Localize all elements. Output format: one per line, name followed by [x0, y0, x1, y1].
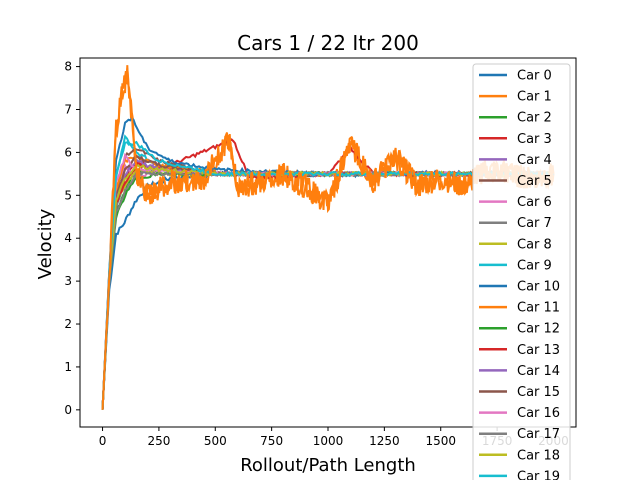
legend-label: Car 0 [517, 69, 552, 84]
legend-label: Car 15 [517, 385, 560, 400]
legend-label: Car 10 [517, 280, 560, 295]
legend-label: Car 2 [517, 111, 552, 126]
y-tick-label: 8 [64, 60, 72, 74]
legend-label: Car 4 [517, 153, 552, 168]
x-tick-label: 0 [99, 434, 107, 448]
legend-label: Car 17 [517, 427, 560, 442]
y-tick-label: 6 [64, 145, 72, 159]
legend-label: Car 6 [517, 195, 552, 210]
legend-box [472, 63, 571, 480]
legend-label: Car 3 [517, 132, 552, 147]
x-tick-label: 500 [204, 434, 227, 448]
legend: Car 0 Car 1 Car 2 Car 3 Car 4 Car 5 Car 6 Car 7… [472, 63, 571, 480]
x-tick-label: 250 [147, 434, 170, 448]
legend-label: Car 9 [517, 258, 552, 273]
x-tick-label: 750 [260, 434, 283, 448]
y-tick-label: 5 [64, 188, 72, 202]
legend-label: Car 13 [517, 343, 560, 358]
x-tick-label: 1000 [313, 434, 344, 448]
legend-label: Car 19 [517, 469, 560, 480]
legend-label: Car 11 [517, 301, 560, 316]
x-tick-label: 1500 [425, 434, 456, 448]
legend-label: Car 14 [517, 364, 560, 379]
y-tick-label: 0 [64, 403, 72, 417]
x-tick-label: 1250 [369, 434, 400, 448]
chart-title: Cars 1 / 22 Itr 200 [237, 31, 419, 55]
y-tick-label: 4 [64, 231, 72, 245]
y-tick-label: 1 [64, 360, 72, 374]
legend-label: Car 7 [517, 216, 552, 231]
legend-label: Car 5 [517, 174, 552, 189]
y-tick-label: 2 [64, 317, 72, 331]
y-tick-label: 3 [64, 274, 72, 288]
legend-label: Car 18 [517, 448, 560, 463]
legend-label: Car 8 [517, 237, 552, 252]
legend-label: Car 12 [517, 322, 560, 337]
x-axis-title: Rollout/Path Length [240, 455, 416, 476]
y-tick-label: 7 [64, 102, 72, 116]
legend-label: Car 1 [517, 90, 552, 105]
y-axis-title: Velocity [35, 208, 56, 279]
legend-label: Car 16 [517, 406, 560, 421]
